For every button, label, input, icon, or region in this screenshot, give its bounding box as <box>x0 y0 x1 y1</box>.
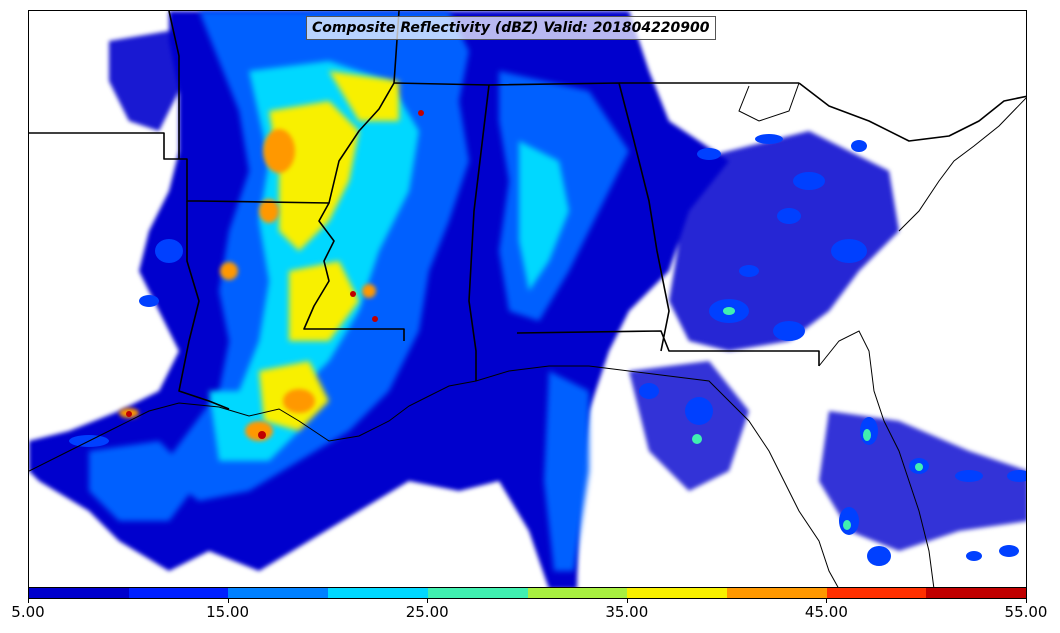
colorbar-ticks: 5.00 15.00 25.00 35.00 45.00 55.00 <box>0 599 1060 629</box>
colorbar-tick-label: 5.00 <box>11 603 45 621</box>
colorbar-segment <box>826 588 927 598</box>
colorbar-tick-mark <box>626 599 628 603</box>
colorbar-tick-mark <box>227 599 229 603</box>
colorbar <box>28 587 1027 599</box>
reflectivity-layer-35 <box>259 71 399 431</box>
colorbar-tick-mark <box>1026 599 1027 603</box>
colorbar-tick-label: 35.00 <box>605 603 649 621</box>
radar-map: Composite Reflectivity (dBZ) Valid: 2018… <box>28 10 1027 588</box>
reflectivity-layer-50 <box>126 110 424 439</box>
coastline <box>29 82 1026 587</box>
colorbar-segment <box>527 588 628 598</box>
state-boundaries <box>29 11 1026 410</box>
reflectivity-layer-45 <box>119 129 376 441</box>
map-title: Composite Reflectivity (dBZ) Valid: 2018… <box>306 16 716 40</box>
colorbar-segment <box>926 588 1027 598</box>
colorbar-tick-mark <box>826 599 828 603</box>
colorbar-segment <box>726 588 827 598</box>
colorbar-segment <box>427 588 528 598</box>
colorbar-segment <box>128 588 229 598</box>
colorbar-tick-label: 45.00 <box>804 603 848 621</box>
colorbar-tick-label: 55.00 <box>1004 603 1048 621</box>
colorbar-segment <box>228 588 329 598</box>
colorbar-tick-mark <box>28 599 29 603</box>
colorbar-tick-label: 15.00 <box>206 603 250 621</box>
colorbar-tick-label: 25.00 <box>405 603 449 621</box>
colorbar-tick-mark <box>427 599 429 603</box>
colorbar-segment <box>328 588 428 598</box>
map-canvas <box>29 11 1026 587</box>
scattered-cells-core <box>692 307 923 530</box>
colorbar-segment <box>627 588 727 598</box>
colorbar-segment <box>29 588 129 598</box>
